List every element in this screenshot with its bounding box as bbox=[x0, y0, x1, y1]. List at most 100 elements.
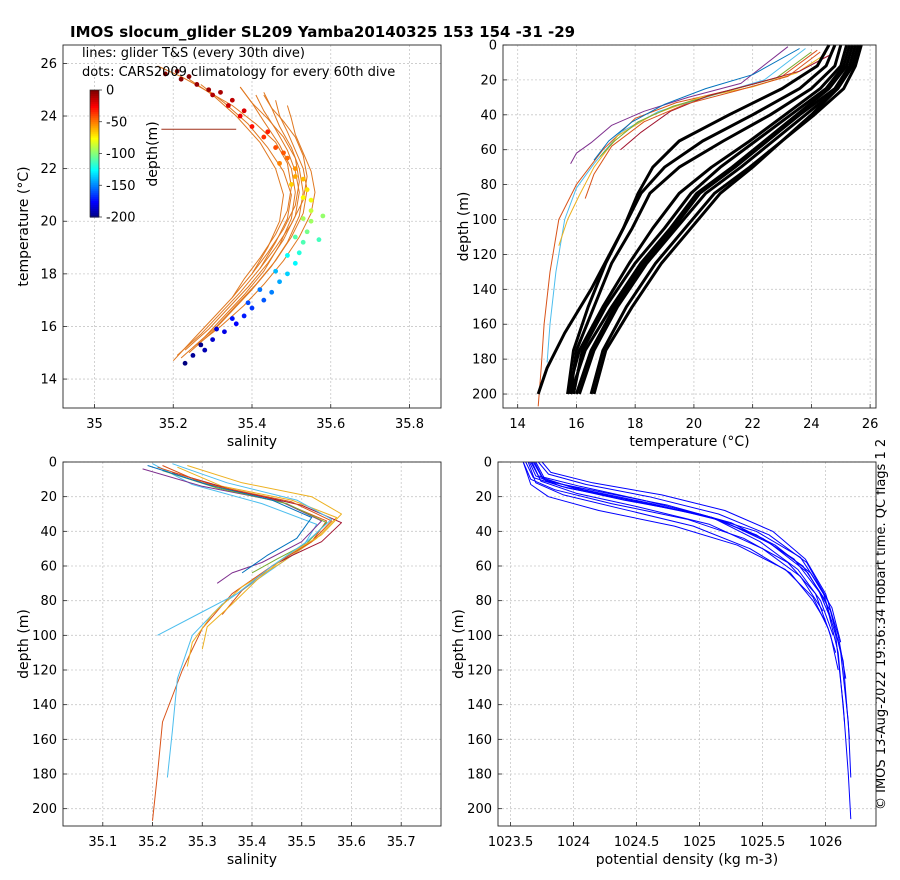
dens-xaxis-label: potential density (kg m-3) bbox=[596, 852, 778, 868]
colorbar-segment bbox=[90, 163, 99, 167]
colorbar-segment bbox=[90, 90, 99, 93]
ts-climatology-dot bbox=[308, 208, 314, 214]
temp-ytick-label: 120 bbox=[472, 248, 497, 263]
temp-xtick-label: 22 bbox=[744, 417, 761, 432]
ts-climatology-dot bbox=[277, 160, 282, 166]
temp-xtick-label: 20 bbox=[686, 417, 703, 432]
ts-ytick-label: 14 bbox=[40, 373, 57, 388]
sal-xtick-label: 35.4 bbox=[238, 835, 267, 850]
ts-xaxis-label: salinity bbox=[227, 434, 277, 450]
ts-climatology-dot bbox=[292, 234, 298, 240]
salinity-profile bbox=[162, 470, 328, 574]
dens-ytick-label: 80 bbox=[475, 594, 492, 609]
colorbar-segment bbox=[90, 189, 99, 192]
ts-climatology-dot bbox=[178, 76, 184, 82]
temperature-glider-profile bbox=[570, 46, 789, 164]
ts-climatology-dot bbox=[292, 174, 298, 179]
ts-climatology-dot bbox=[308, 197, 314, 203]
ts-climatology-dot bbox=[233, 321, 239, 327]
colorbar-segment bbox=[90, 183, 99, 186]
sal-xtick-label: 35.6 bbox=[337, 835, 366, 850]
ts-climatology-dot bbox=[304, 187, 310, 193]
ts-climatology-dot bbox=[241, 108, 247, 114]
dens-ytick-label: 120 bbox=[467, 664, 492, 679]
colorbar-segment bbox=[90, 191, 99, 194]
sal-ytick-label: 100 bbox=[32, 629, 57, 644]
colorbar-segment bbox=[90, 177, 99, 180]
colorbar-segment bbox=[90, 95, 99, 99]
colorbar-segment bbox=[90, 209, 99, 212]
ts-climatology-dot bbox=[300, 239, 306, 245]
dens-ytick-label: 40 bbox=[475, 525, 492, 540]
ts-climatology-dot bbox=[249, 305, 255, 311]
ts-climatology-dot bbox=[210, 92, 216, 98]
colorbar-tick-label: -150 bbox=[106, 179, 136, 194]
dens-ytick-label: 0 bbox=[484, 456, 492, 471]
colorbar-segment bbox=[90, 151, 99, 155]
density-profile bbox=[522, 461, 837, 653]
density-grid bbox=[498, 461, 876, 826]
colorbar-segment bbox=[90, 169, 99, 172]
temp-xtick-label: 18 bbox=[627, 417, 644, 432]
ts-climatology-dot bbox=[261, 134, 267, 140]
temp-axes-frame bbox=[502, 44, 877, 409]
sal-xtick-label: 35.2 bbox=[138, 835, 167, 850]
ts-climatology-dot bbox=[225, 103, 231, 108]
ts-climatology-dot bbox=[316, 237, 322, 243]
colorbar-label: depth(m) bbox=[145, 121, 161, 186]
sal-xtick-label: 35.1 bbox=[88, 835, 117, 850]
colorbar-tick-label: 0 bbox=[106, 84, 114, 99]
density-profile bbox=[531, 461, 824, 612]
sal-ytick-label: 120 bbox=[32, 664, 57, 679]
depth-colorbar: 0 -50 -100 -150 -200 depth(m) bbox=[89, 84, 161, 226]
colorbar-segment bbox=[90, 211, 99, 214]
ts-glider-line bbox=[192, 100, 308, 348]
salinity-profile bbox=[147, 465, 313, 574]
legend-lines-note: lines: glider T&S (every 30th dive) bbox=[82, 46, 305, 61]
colorbar-segment bbox=[90, 181, 99, 184]
ts-climatology-dot bbox=[218, 89, 223, 95]
temp-xtick-label: 14 bbox=[509, 417, 526, 432]
ts-ytick-label: 24 bbox=[40, 110, 57, 125]
dens-plot-background bbox=[498, 462, 876, 826]
ts-climatology-dot bbox=[206, 87, 212, 93]
salinity-profile bbox=[157, 463, 333, 636]
temp-ytick-label: 80 bbox=[480, 178, 497, 193]
dens-ytick-label: 160 bbox=[467, 733, 492, 748]
colorbar-segment bbox=[90, 167, 99, 170]
ts-climatology-dot bbox=[229, 316, 235, 321]
colorbar-segment bbox=[90, 205, 99, 208]
colorbar-tick-label: -200 bbox=[106, 211, 136, 226]
ts-grid bbox=[63, 45, 441, 408]
ts-climatology-dot bbox=[288, 182, 294, 187]
dens-ytick-label: 100 bbox=[467, 629, 492, 644]
colorbar-segment bbox=[90, 213, 99, 216]
colorbar-segment bbox=[90, 193, 99, 196]
temperature-glider-profile bbox=[620, 55, 830, 151]
colorbar-segment bbox=[90, 99, 99, 103]
colorbar-tick-label: -50 bbox=[106, 115, 127, 130]
ts-climatology-dot bbox=[229, 97, 235, 103]
colorbar-segment bbox=[90, 153, 99, 157]
ts-xtick-label: 35 bbox=[86, 417, 103, 432]
colorbar-segment bbox=[90, 141, 99, 145]
ts-climatology-dot bbox=[300, 195, 306, 200]
salinity-profile bbox=[177, 466, 338, 667]
sal-yaxis-label: depth (m) bbox=[16, 609, 32, 679]
colorbar-segment bbox=[90, 107, 99, 111]
ts-climatology-dot bbox=[285, 271, 290, 277]
ts-climatology-dot bbox=[265, 129, 271, 135]
colorbar-segment bbox=[90, 105, 99, 109]
dens-xtick-label: 1024.5 bbox=[614, 835, 660, 850]
colorbar-segment bbox=[90, 197, 99, 200]
temp-ytick-label: 100 bbox=[472, 213, 497, 228]
colorbar-segment bbox=[90, 187, 99, 190]
ts-climatology-dot bbox=[198, 342, 204, 348]
sal-ytick-label: 20 bbox=[40, 490, 57, 505]
salinity-axes: 35.1 35.2 35.3 35.4 35.5 35.6 35.7 0 20 40 60 80 100… bbox=[16, 456, 442, 868]
ts-climatology-dots bbox=[162, 68, 326, 366]
colorbar-segment bbox=[90, 109, 99, 113]
density-depth-panel: 1023.5 1024 1024.5 1025 1025.5 1026 0 20 40 60 80 1… bbox=[451, 456, 877, 868]
density-profile bbox=[522, 461, 839, 671]
colorbar-segment bbox=[90, 203, 99, 206]
